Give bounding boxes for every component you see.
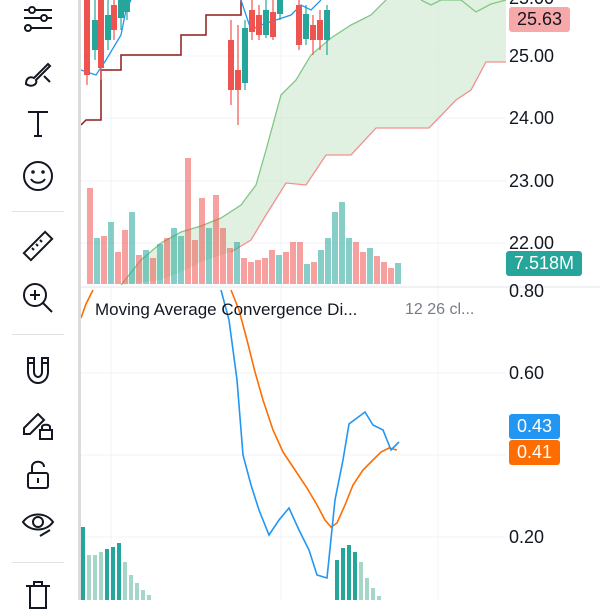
macd-indicator-params[interactable]: 12 26 cl...	[405, 301, 475, 318]
macd-signal-line	[81, 289, 398, 529]
price-axis-label: 23.00	[509, 171, 555, 191]
brush-icon[interactable]	[14, 52, 62, 96]
macd-histogram	[81, 527, 381, 600]
price-axis-label: 22.00	[509, 233, 555, 253]
senkou-span-a-upper	[420, 0, 507, 13]
current-price-badge: 25.63	[509, 7, 571, 32]
macd-value-badge: 0.43	[509, 414, 561, 439]
zoom-in-icon[interactable]	[14, 276, 62, 320]
signal-value-badge: 0.41	[509, 440, 561, 465]
senkou-span-b-line	[230, 61, 506, 253]
ruler-icon[interactable]	[14, 224, 62, 268]
macd-line	[220, 289, 400, 580]
price-axis-top-label: 25.00	[509, 0, 554, 9]
eye-icon[interactable]	[14, 502, 62, 546]
macd-axis-label: 0.20	[509, 527, 545, 547]
toolbar-scrollbar[interactable]	[78, 0, 81, 600]
volume-bars	[87, 158, 401, 284]
price-axis-label: 25.00	[509, 46, 555, 66]
text-tool-icon[interactable]	[14, 102, 62, 146]
volume-badge: 7.518M	[506, 251, 583, 276]
chart-area[interactable]: 25.00 25.00 24.00 23.00 22.00 25.63 7.51…	[81, 0, 600, 600]
base-line	[81, 0, 242, 126]
trash-icon[interactable]	[14, 572, 62, 616]
emoji-icon[interactable]	[14, 154, 62, 198]
chart-canvas[interactable]	[81, 0, 600, 600]
price-axis-label: 24.00	[509, 108, 555, 128]
macd-axis-label: 0.80	[509, 281, 545, 301]
lock-drawings-icon[interactable]	[14, 402, 62, 446]
price-candles	[84, 0, 330, 125]
unlock-icon[interactable]	[14, 452, 62, 496]
ichimoku-cloud	[121, 0, 506, 285]
drawing-toolbar	[0, 0, 78, 609]
macd-axis-label: 0.60	[509, 363, 545, 383]
trend-line-tools-icon[interactable]	[14, 0, 62, 44]
magnet-icon[interactable]	[14, 348, 62, 392]
macd-indicator-title[interactable]: Moving Average Convergence Di...	[95, 300, 358, 319]
